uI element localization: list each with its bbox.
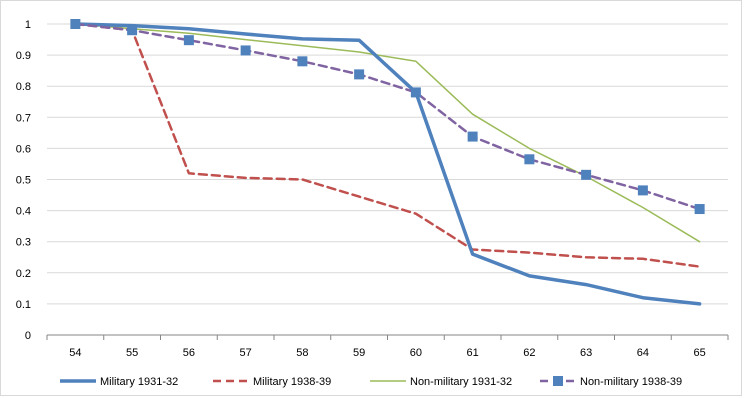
legend-label-1: Military 1938-39 (253, 376, 331, 388)
x-tick-label: 56 (183, 347, 195, 359)
y-tick-label: 0.9 (16, 50, 31, 62)
series-line-3 (74, 22, 701, 211)
legend-label-0: Military 1931-32 (100, 376, 178, 388)
y-axis-ticks: 0 0.1 0.2 0.3 0.4 0.5 0.6 0.7 0.8 0.9 1 (16, 19, 31, 342)
y-tick-label: 0.8 (16, 81, 31, 93)
x-tick-label: 63 (580, 347, 592, 359)
y-tick-label: 0 (25, 330, 31, 342)
series-line-1 (74, 22, 701, 268)
y-tick-label: 0.4 (16, 206, 31, 218)
legend-marker (553, 376, 563, 386)
data-point-marker (127, 25, 138, 36)
y-tick-label: 1 (25, 19, 31, 31)
y-tick-label: 0.3 (16, 237, 31, 249)
x-tick-label: 61 (467, 347, 479, 359)
legend-label-2: Non-military 1931-32 (410, 376, 512, 388)
x-tick-label: 64 (637, 347, 649, 359)
data-point-marker (183, 35, 194, 46)
series-line-0 (73, 22, 702, 306)
legend: Military 1931-32 Military 1938-39 Non-mili… (60, 376, 682, 388)
data-point-marker (410, 87, 421, 98)
y-tick-label: 0.6 (16, 143, 31, 155)
data-point-marker (467, 131, 478, 142)
data-point-marker (524, 154, 535, 165)
gridlines (47, 23, 728, 336)
y-tick-label: 0.5 (16, 175, 31, 187)
data-point-marker (637, 185, 648, 196)
x-axis-ticks: 54 55 56 57 58 59 60 61 62 63 64 65 (46, 335, 729, 359)
x-tick-label: 62 (523, 347, 535, 359)
x-tick-label: 59 (353, 347, 365, 359)
data-point-marker (581, 169, 592, 180)
series-group (70, 19, 705, 306)
x-tick-label: 57 (240, 347, 252, 359)
x-tick-label: 58 (296, 347, 308, 359)
data-point-marker (354, 69, 365, 80)
x-tick-label: 65 (694, 347, 706, 359)
y-tick-label: 0.2 (16, 268, 31, 280)
data-point-marker (240, 45, 251, 56)
y-tick-label: 0.1 (16, 299, 31, 311)
x-tick-label: 60 (410, 347, 422, 359)
series-line-2 (74, 23, 701, 243)
data-point-marker (297, 56, 308, 67)
y-tick-label: 0.7 (16, 112, 31, 124)
data-point-marker (70, 19, 81, 29)
x-tick-label: 55 (126, 347, 138, 359)
x-tick-label: 54 (69, 347, 81, 359)
data-point-marker (694, 204, 705, 215)
legend-label-3: Non-military 1938-39 (580, 376, 682, 388)
